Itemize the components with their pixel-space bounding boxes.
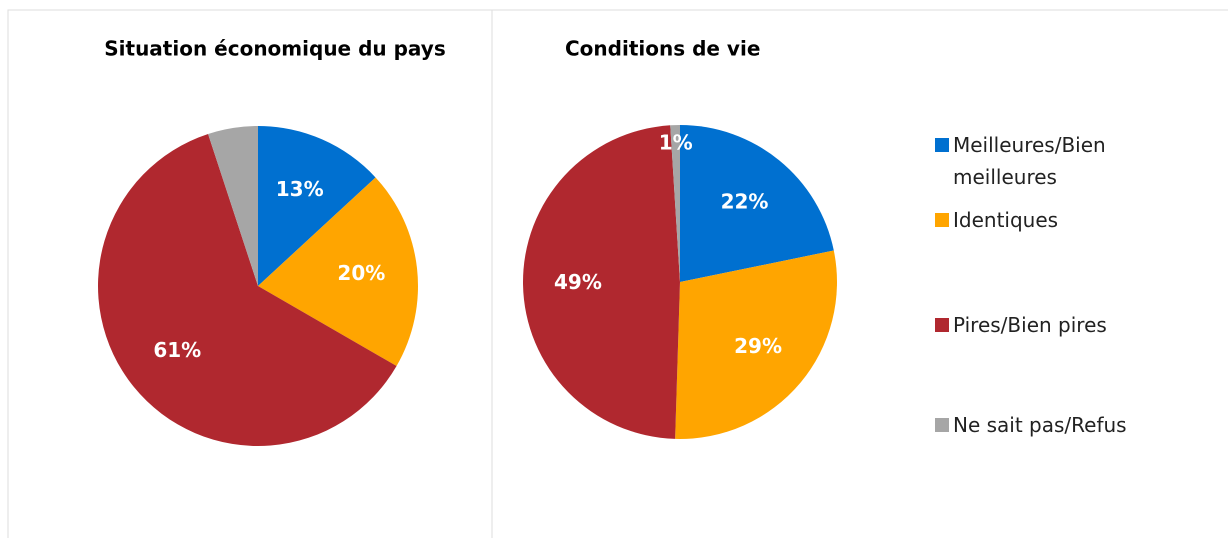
pie-slice <box>675 250 837 439</box>
legend-item: Ne sait pas/Refus <box>935 409 1165 441</box>
legend-swatch <box>935 213 949 227</box>
data-label: 49% <box>554 270 602 294</box>
panel <box>491 9 1228 538</box>
legend-label: Ne sait pas/Refus <box>953 413 1127 437</box>
pie-slice <box>258 177 418 366</box>
data-label: 29% <box>734 334 782 358</box>
chart-title: Conditions de vie <box>565 37 760 61</box>
pie-slice <box>680 125 834 282</box>
pie-slice <box>98 133 397 446</box>
pie-slice <box>670 125 680 282</box>
chart-title: Situation économique du pays <box>104 37 445 61</box>
legend-label: Meilleures/Bien meilleures <box>953 133 1106 189</box>
legend-swatch <box>935 138 949 152</box>
data-label: 13% <box>276 177 324 201</box>
pie-slice <box>523 125 680 439</box>
pie-slice <box>258 126 376 286</box>
data-label: 61% <box>153 338 201 362</box>
legend-swatch <box>935 418 949 432</box>
data-label: 1% <box>659 130 693 154</box>
data-label: 22% <box>721 189 769 213</box>
legend-label: Identiques <box>953 208 1059 232</box>
pie-slice <box>208 126 258 286</box>
legend-item: Pires/Bien pires <box>935 309 1165 341</box>
legend-swatch <box>935 318 949 332</box>
legend-item: Meilleures/Bien meilleures <box>935 129 1165 193</box>
legend-item: Identiques <box>935 204 1165 236</box>
legend-label: Pires/Bien pires <box>953 313 1107 337</box>
data-label: 20% <box>337 261 385 285</box>
